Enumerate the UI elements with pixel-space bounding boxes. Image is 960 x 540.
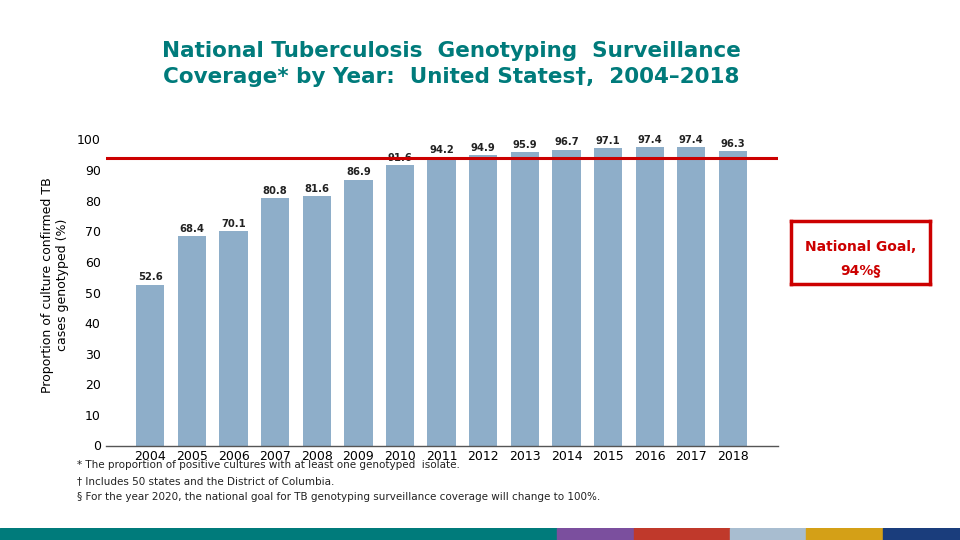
- Text: 95.9: 95.9: [513, 140, 538, 150]
- Bar: [511, 152, 539, 445]
- Bar: [594, 148, 622, 445]
- Text: 97.1: 97.1: [596, 136, 620, 146]
- Bar: [552, 150, 581, 446]
- Bar: [261, 198, 289, 446]
- Bar: [636, 147, 663, 446]
- Text: 81.6: 81.6: [304, 184, 329, 194]
- Text: 91.6: 91.6: [388, 153, 413, 163]
- Bar: [557, 528, 634, 540]
- Text: 70.1: 70.1: [221, 219, 246, 229]
- Text: 94.9: 94.9: [470, 143, 495, 153]
- Bar: [883, 528, 960, 540]
- Bar: [0, 528, 557, 540]
- Text: 94.2: 94.2: [429, 145, 454, 155]
- Bar: [386, 165, 414, 445]
- Bar: [806, 528, 883, 540]
- Text: 97.4: 97.4: [637, 136, 662, 145]
- Bar: [469, 155, 497, 446]
- Bar: [730, 528, 806, 540]
- Bar: [220, 231, 248, 446]
- Bar: [136, 285, 164, 446]
- Text: † Includes 50 states and the District of Columbia.: † Includes 50 states and the District of…: [77, 476, 334, 487]
- Bar: [677, 147, 706, 446]
- Y-axis label: Proportion of culture confirmed TB
cases genotyped (%): Proportion of culture confirmed TB cases…: [40, 177, 68, 393]
- Text: 96.7: 96.7: [554, 138, 579, 147]
- Text: § For the year 2020, the national goal for TB genotyping surveillance coverage w: § For the year 2020, the national goal f…: [77, 492, 600, 503]
- Text: * The proportion of positive cultures with at least one genotyped  isolate.: * The proportion of positive cultures wi…: [77, 460, 460, 470]
- Text: 52.6: 52.6: [138, 272, 162, 282]
- Bar: [302, 196, 331, 446]
- Bar: [719, 151, 747, 446]
- Text: National Tuberculosis  Genotyping  Surveillance: National Tuberculosis Genotyping Surveil…: [162, 41, 740, 62]
- Text: 86.9: 86.9: [346, 167, 371, 178]
- Bar: [178, 236, 206, 446]
- Text: 96.3: 96.3: [721, 139, 745, 148]
- Text: 97.4: 97.4: [679, 136, 704, 145]
- Text: Coverage* by Year:  United States†,  2004–2018: Coverage* by Year: United States†, 2004–…: [163, 66, 739, 87]
- Text: 68.4: 68.4: [180, 224, 204, 234]
- Text: 94%§: 94%§: [840, 263, 881, 277]
- Text: 80.8: 80.8: [263, 186, 287, 196]
- Bar: [634, 528, 730, 540]
- Bar: [427, 157, 456, 446]
- Bar: [345, 180, 372, 446]
- Text: National Goal,: National Goal,: [805, 240, 916, 254]
